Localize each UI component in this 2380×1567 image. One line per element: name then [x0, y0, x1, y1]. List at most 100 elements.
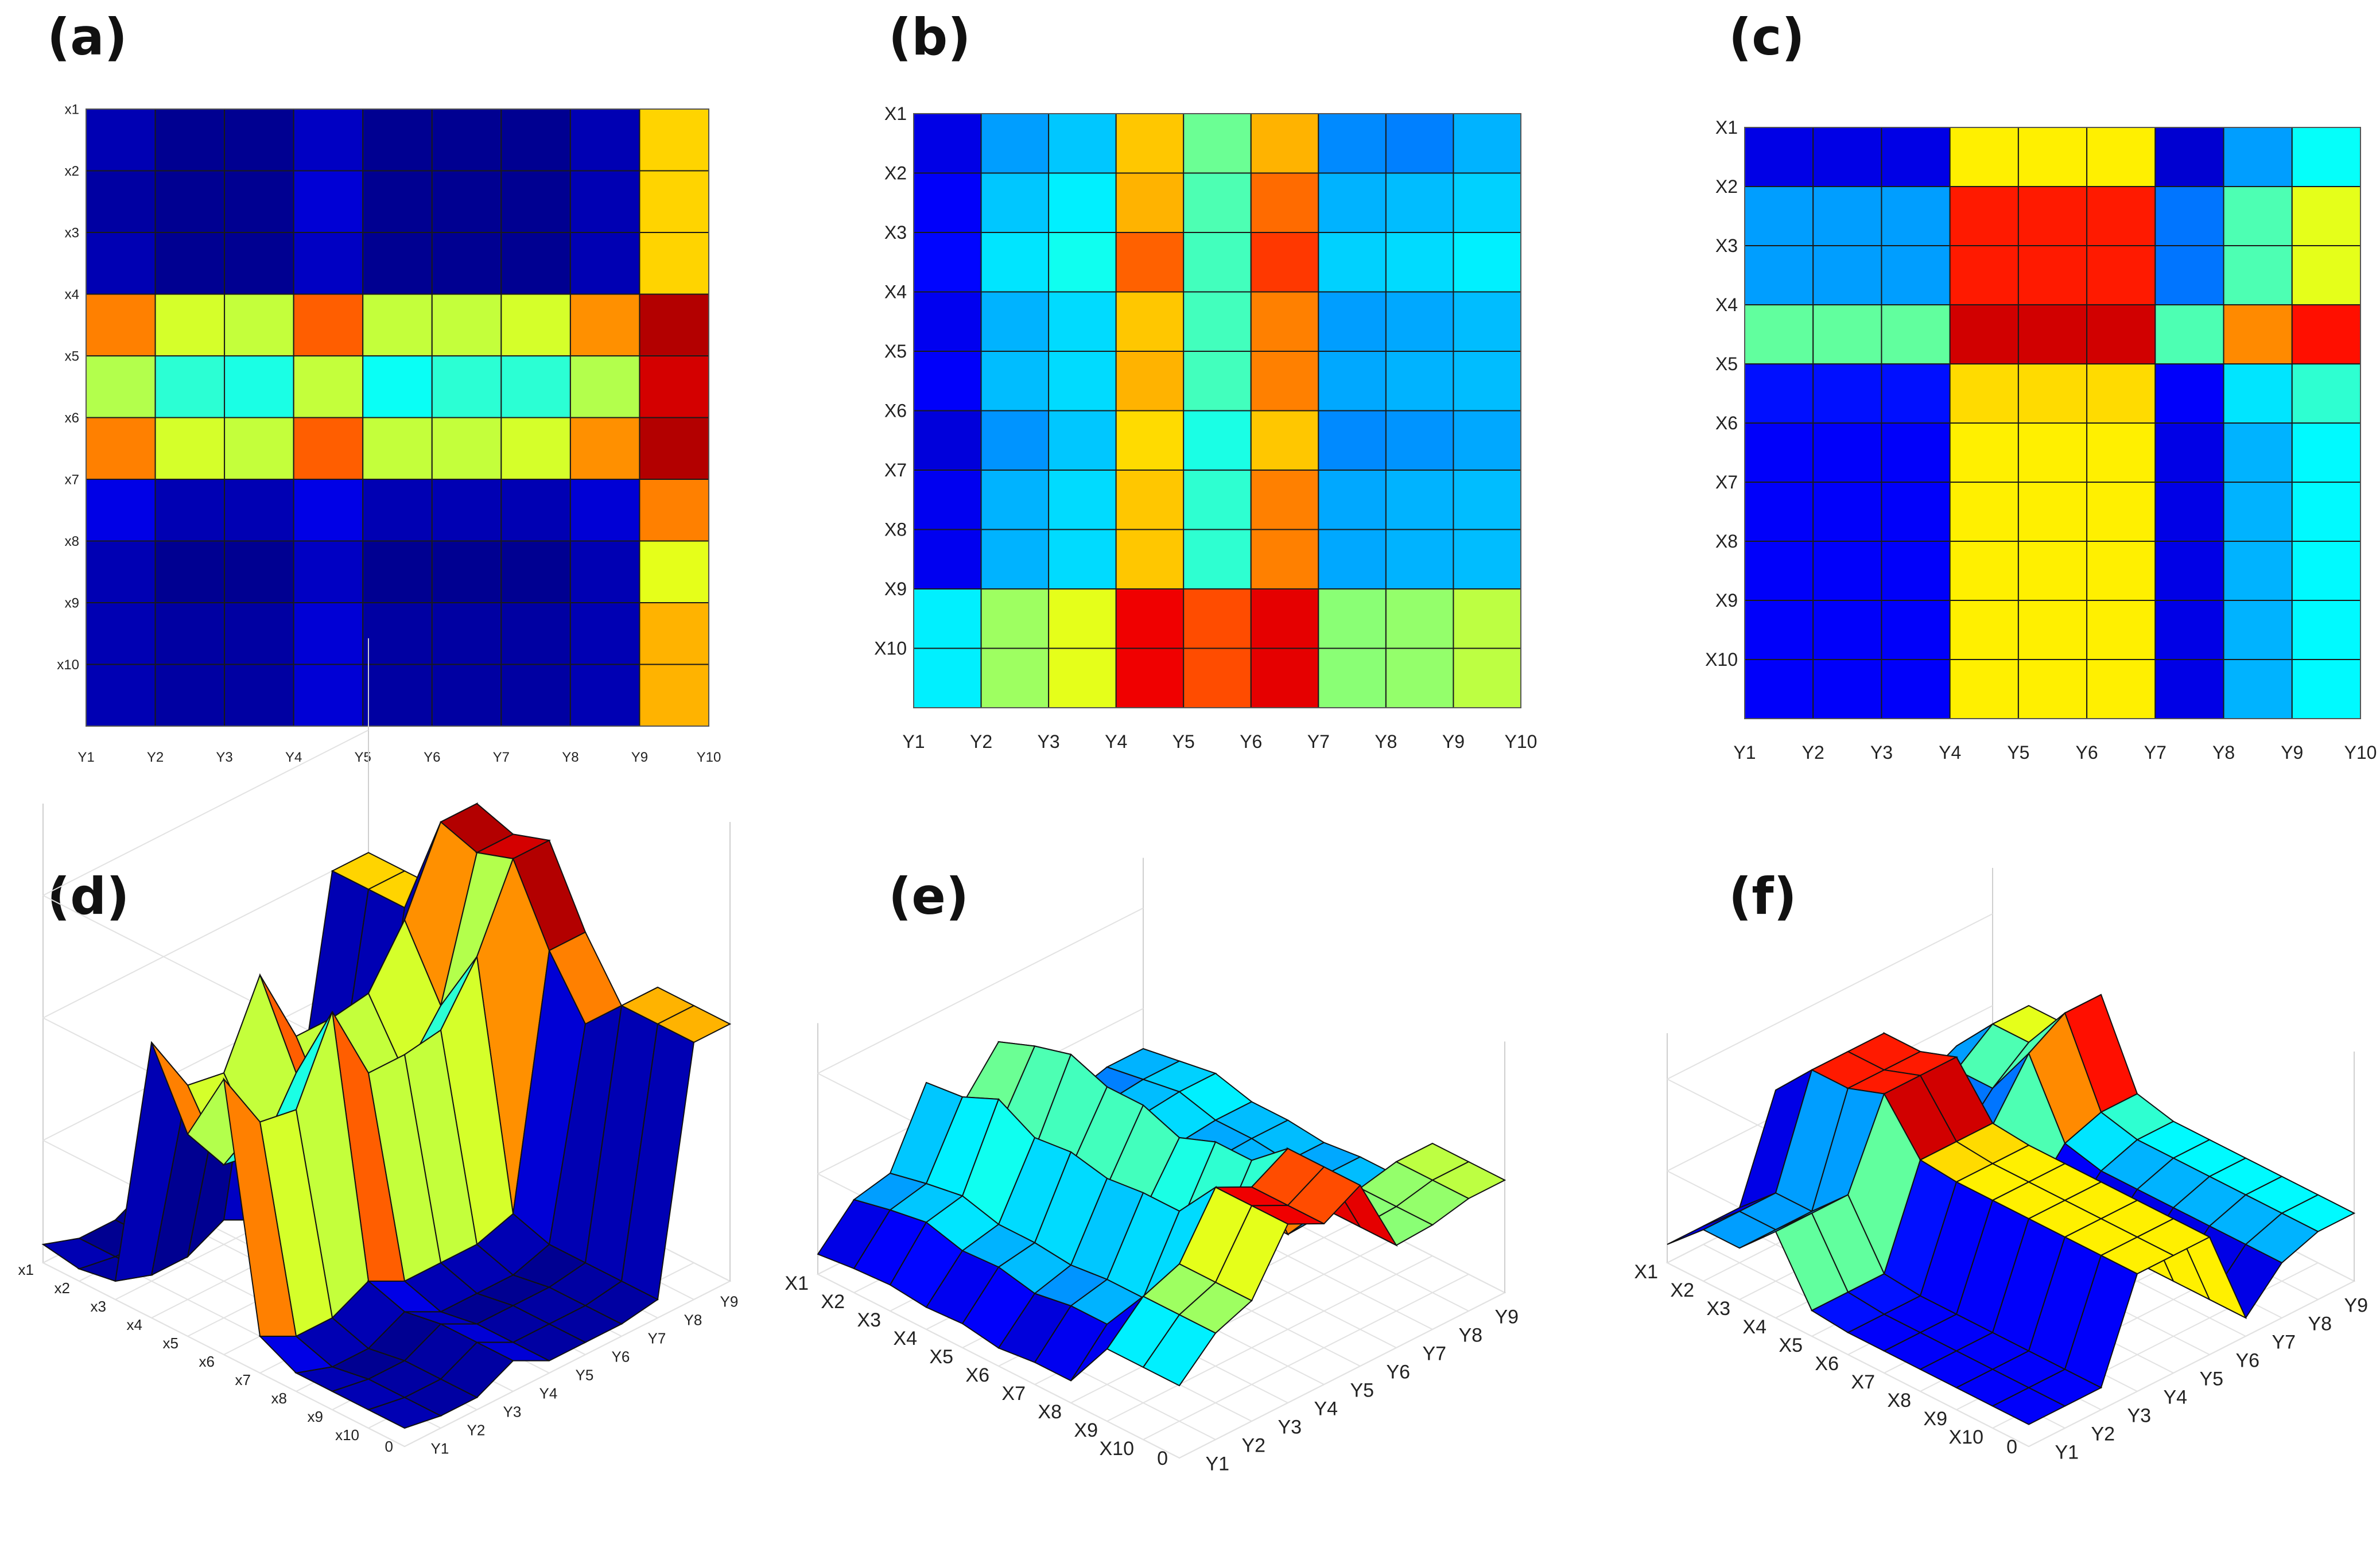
- heatmap-cell: [1115, 291, 1185, 352]
- heatmap-cell: [980, 172, 1050, 233]
- heatmap-cell: [1744, 482, 1814, 542]
- heatmap-cell: [1881, 363, 1951, 424]
- heatmap-cell: [362, 170, 433, 233]
- column-tick-label: Y1: [902, 731, 925, 752]
- column-tick-label: Y8: [2212, 742, 2235, 763]
- heatmap-cell: [500, 602, 571, 665]
- heatmap-cell: [1385, 470, 1454, 530]
- heatmap-cell: [1115, 410, 1185, 471]
- heatmap-cell: [980, 588, 1050, 649]
- heatmap-cell: [913, 113, 982, 174]
- heatmap-cell: [1812, 363, 1882, 424]
- row-tick-label: X8: [1715, 531, 1738, 552]
- heatmap-cell: [1949, 422, 2019, 483]
- surface-mesh: [1667, 994, 2356, 1425]
- row-tick-label: x8: [65, 534, 79, 549]
- heatmap-cell: [86, 170, 156, 233]
- row-tick-label: x4: [65, 287, 79, 302]
- row-tick-label: x9: [65, 595, 79, 611]
- heatmap-cell: [1318, 291, 1387, 352]
- plot-frame: [1744, 127, 2361, 719]
- heatmap-cell: [1318, 647, 1387, 708]
- y-tick-label: Y6: [612, 1348, 630, 1366]
- heatmap-cell: [362, 232, 433, 295]
- column-tick-label: Y4: [1105, 731, 1127, 752]
- y-tick-label: Y5: [1350, 1379, 1375, 1401]
- row-tick-label: X3: [1715, 235, 1738, 256]
- heatmap-cell: [1453, 410, 1521, 471]
- heatmap-cell: [1318, 529, 1387, 589]
- heatmap-cell: [980, 291, 1050, 352]
- heatmap-cell: [1812, 482, 1882, 542]
- heatmap-cell: [154, 170, 226, 233]
- heatmap-cell: [2291, 541, 2362, 601]
- heatmap-c: X1 X2 X3 X4 X5 X6 X7 X8 X9 X10 Y1 Y2 Y3 Y4 Y5 Y6 Y7 Y8 Y9 Y…: [1705, 117, 2377, 763]
- y-tick-label: Y5: [576, 1367, 594, 1384]
- heatmap-cell: [569, 293, 640, 356]
- heatmap-cell: [224, 417, 294, 480]
- y-tick-label: Y6: [1387, 1361, 1411, 1383]
- heatmap-cell: [362, 602, 433, 665]
- heatmap-cell: [2223, 304, 2293, 364]
- y-tick-label: Y2: [467, 1422, 486, 1439]
- heatmap-cell: [154, 664, 226, 727]
- heatmap-cell: [431, 232, 502, 295]
- panel-label-f: (f): [1729, 867, 1797, 926]
- heatmap-cell: [1385, 113, 1454, 174]
- heatmap-cell: [2086, 186, 2156, 246]
- heatmap-cell: [1812, 304, 1882, 364]
- heatmap-cell: [362, 355, 433, 418]
- heatmap-cell: [1453, 351, 1521, 412]
- heatmap-cell: [1812, 127, 1882, 187]
- heatmap-cell: [569, 355, 640, 418]
- x-tick-label: X6: [1815, 1353, 1839, 1375]
- heatmap-cell: [154, 417, 226, 480]
- heatmap-cell: [2291, 482, 2362, 542]
- heatmap-cell: [2017, 422, 2088, 483]
- heatmap-cell: [980, 647, 1050, 708]
- x-tick-label: X3: [857, 1309, 881, 1331]
- heatmap-cell: [1744, 541, 1814, 601]
- heatmap-cell: [1318, 470, 1387, 530]
- heatmap-cell: [1881, 600, 1951, 660]
- x-tick-label: X6: [965, 1364, 989, 1386]
- x-tick-label: X4: [1742, 1316, 1766, 1338]
- heatmap-cell: [1048, 410, 1117, 471]
- heatmap-cell: [1250, 410, 1319, 471]
- heatmap-cell: [2086, 541, 2156, 601]
- y-tick-label: Y7: [2272, 1331, 2296, 1353]
- surface-facet: [367, 1397, 442, 1429]
- row-tick-label: X9: [1715, 590, 1738, 611]
- heatmap-cell: [1949, 600, 2019, 660]
- surface-f: 00.51X1X2X3X4X5X6X7X8X9X10Y1Y2Y3Y4Y5Y6Y7…: [1634, 868, 2368, 1463]
- heatmap-cell: [2154, 541, 2224, 601]
- heatmap-cell: [569, 602, 640, 665]
- heatmap-cell: [913, 291, 982, 352]
- heatmap-cell: [2017, 541, 2088, 601]
- heatmap-cell: [2017, 600, 2088, 660]
- heatmap-cell: [500, 355, 571, 418]
- y-tick-label: Y9: [2344, 1294, 2369, 1316]
- y-tick-label: Y3: [2127, 1405, 2152, 1426]
- row-tick-label: X7: [884, 460, 907, 480]
- heatmap-cell: [1250, 232, 1319, 293]
- heatmap-cell: [2223, 245, 2293, 305]
- heatmap-cell: [154, 355, 226, 418]
- floor-gridline: [404, 1281, 731, 1447]
- x-tick-label: X10: [1100, 1438, 1135, 1460]
- x-tick-label: X7: [1851, 1371, 1875, 1393]
- heatmap-cell: [639, 664, 710, 727]
- z-tick-label: 0: [1157, 1448, 1168, 1469]
- row-tick-label: x7: [65, 472, 79, 487]
- heatmap-cell: [569, 108, 640, 172]
- z-tick-label: 0: [2006, 1436, 2017, 1458]
- heatmap-cell: [2154, 422, 2224, 483]
- plot-frame: [913, 113, 1521, 708]
- row-tick-label: X8: [884, 519, 907, 540]
- x-tick-label: x5: [163, 1335, 178, 1352]
- heatmap-cell: [1183, 410, 1252, 471]
- y-tick-label: Y1: [2055, 1441, 2079, 1463]
- heatmap-cell: [2017, 363, 2088, 424]
- heatmap-cell: [1812, 659, 1882, 719]
